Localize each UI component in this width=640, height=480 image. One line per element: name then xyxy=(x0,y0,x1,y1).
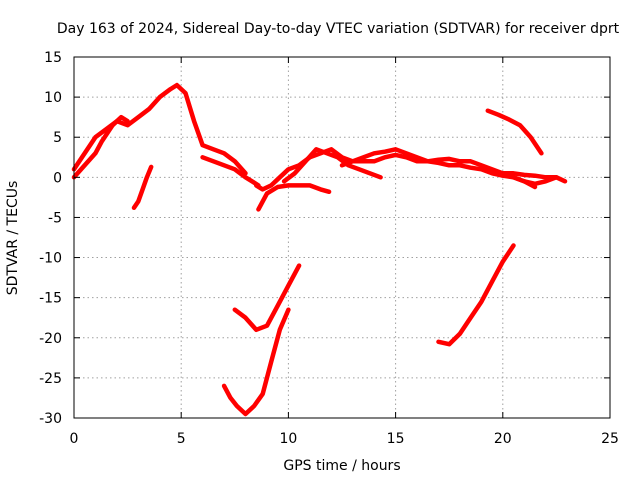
x-tick-label: 15 xyxy=(387,431,405,447)
x-tick-label: 20 xyxy=(494,431,512,447)
plot-frame xyxy=(73,56,611,419)
y-tick-label: -10 xyxy=(39,251,62,267)
series-arc-11 xyxy=(221,307,291,417)
y-tick-label: -15 xyxy=(39,291,62,307)
y-tick-label: 10 xyxy=(44,90,62,106)
y-tick-label: -30 xyxy=(39,411,62,427)
series-arc-1 xyxy=(71,82,248,176)
y-tick-label: 5 xyxy=(53,130,62,146)
series-arc-4 xyxy=(131,164,154,211)
x-tick-label: 10 xyxy=(279,431,297,447)
x-tick-labels: 0 5 10 15 20 25 xyxy=(70,431,619,447)
series-arc-12 xyxy=(232,263,302,333)
data-series xyxy=(71,82,568,417)
chart-title: Day 163 of 2024, Sidereal Day-to-day VTE… xyxy=(57,21,620,37)
series-arc-10 xyxy=(500,171,538,190)
grid-lines xyxy=(74,57,610,418)
x-tick-label: 0 xyxy=(70,431,79,447)
y-axis-label: SDTVAR / TECUs xyxy=(5,181,21,296)
series-arc-2 xyxy=(71,114,130,180)
y-tick-label: -25 xyxy=(39,371,62,387)
x-tick-label: 5 xyxy=(177,431,186,447)
y-tick-label: -5 xyxy=(48,210,62,226)
x-axis-label: GPS time / hours xyxy=(283,458,400,474)
axis-ticks xyxy=(73,56,611,419)
series-arc-8 xyxy=(256,183,332,212)
y-tick-label: 15 xyxy=(44,50,62,66)
y-tick-label: -20 xyxy=(39,331,62,347)
series-arc-3 xyxy=(200,155,261,188)
x-tick-label: 25 xyxy=(601,431,619,447)
series-arc-13 xyxy=(436,243,516,347)
series-arc-6 xyxy=(281,147,383,184)
series-arc-9 xyxy=(485,108,544,156)
y-tick-label: 0 xyxy=(53,170,62,186)
y-tick-labels: 15 10 5 0 -5 -10 -15 -20 -25 -30 xyxy=(39,50,62,427)
series-arc-7 xyxy=(339,147,559,187)
